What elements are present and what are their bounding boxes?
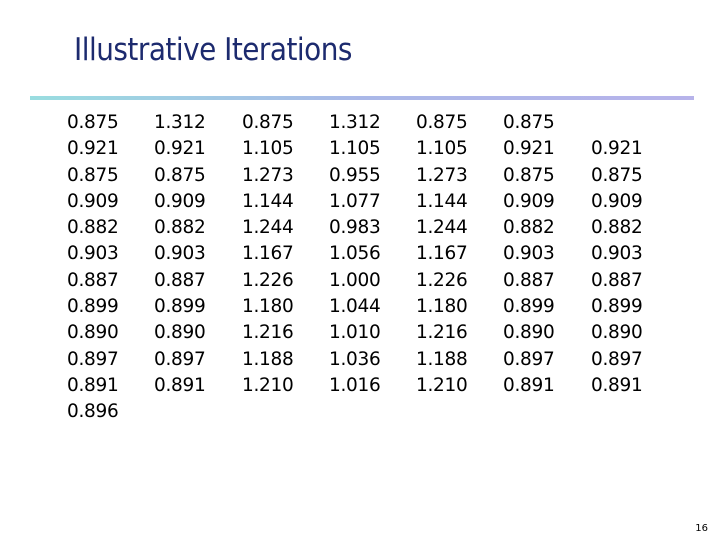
page-number: 16 xyxy=(695,523,708,534)
column: 1.312 0.921 0.875 0.909 0.882 0.903 0.887 0.899… xyxy=(154,110,234,399)
cell: 0.903 xyxy=(67,243,119,265)
cell: 1.226 xyxy=(242,269,294,291)
cell: 0.890 xyxy=(503,322,555,344)
cell: 0.909 xyxy=(591,190,643,212)
cell: 0.899 xyxy=(154,296,206,318)
cell: 0.887 xyxy=(67,269,119,291)
cell: 0.909 xyxy=(154,190,206,212)
cell: 0.897 xyxy=(503,348,555,370)
cell: 0.983 xyxy=(329,217,381,239)
cell: 0.875 xyxy=(503,112,555,133)
cell: 0.896 xyxy=(67,401,119,423)
cell: 1.105 xyxy=(242,138,294,160)
cell: 1.144 xyxy=(242,190,294,212)
cell: 1.216 xyxy=(242,322,294,344)
cell: 1.167 xyxy=(242,243,294,265)
cell: 1.188 xyxy=(416,348,468,370)
cell: 1.105 xyxy=(329,138,381,160)
cell: 0.875 xyxy=(503,164,555,186)
cell: 1.226 xyxy=(416,269,468,291)
cell: 0.909 xyxy=(67,190,119,212)
cell: 0.891 xyxy=(591,374,643,396)
column: 0.875 0.921 0.875 0.909 0.882 0.903 0.887 0.899… xyxy=(503,110,583,399)
cell: 0.899 xyxy=(67,296,119,318)
cell: 0.955 xyxy=(329,164,381,186)
cell: 0.882 xyxy=(67,217,119,239)
cell: 0.891 xyxy=(154,374,206,396)
cell: 1.105 xyxy=(416,138,468,160)
title-rule xyxy=(30,96,694,100)
cell: 0.897 xyxy=(154,348,206,370)
column: 1.312 1.105 0.955 1.077 0.983 1.056 1.000 1.044… xyxy=(329,110,409,399)
cell: 0.899 xyxy=(503,296,555,318)
cell: 1.180 xyxy=(242,296,294,318)
cell: 0.903 xyxy=(503,243,555,265)
cell: 1.210 xyxy=(242,374,294,396)
cell: 1.167 xyxy=(416,243,468,265)
cell: 1.036 xyxy=(329,348,381,370)
cell: 0.875 xyxy=(67,112,119,133)
cell: 1.077 xyxy=(329,190,381,212)
cell: 1.000 xyxy=(329,269,381,291)
column: 0.875 1.105 1.273 1.144 1.244 1.167 1.226 1.180… xyxy=(242,110,322,399)
cell: 0.899 xyxy=(591,296,643,318)
cell: 0.882 xyxy=(503,217,555,239)
iteration-columns: 0.875 0.921 0.875 0.909 0.882 0.903 0.887 0.899… xyxy=(0,110,720,430)
cell: 0.887 xyxy=(154,269,206,291)
cell: 1.144 xyxy=(416,190,468,212)
cell: 0.909 xyxy=(503,190,555,212)
column: 0.921 0.875 0.909 0.882 0.903 0.887 0.899 0.890… xyxy=(591,136,671,399)
cell: 1.010 xyxy=(329,322,381,344)
cell: 0.903 xyxy=(591,243,643,265)
column: 0.875 1.105 1.273 1.144 1.244 1.167 1.226 1.180… xyxy=(416,110,496,399)
cell: 0.921 xyxy=(591,138,643,160)
cell: 0.890 xyxy=(67,322,119,344)
cell: 0.890 xyxy=(154,322,206,344)
cell: 0.875 xyxy=(591,164,643,186)
cell: 1.180 xyxy=(416,296,468,318)
cell: 0.875 xyxy=(67,164,119,186)
cell: 0.903 xyxy=(154,243,206,265)
cell: 0.921 xyxy=(67,138,119,160)
cell: 0.875 xyxy=(416,112,468,133)
cell: 1.273 xyxy=(242,164,294,186)
cell: 1.273 xyxy=(416,164,468,186)
cell: 0.891 xyxy=(503,374,555,396)
column: 0.875 0.921 0.875 0.909 0.882 0.903 0.887 0.899… xyxy=(67,110,147,426)
cell: 0.875 xyxy=(242,112,294,133)
cell: 1.056 xyxy=(329,243,381,265)
cell: 0.882 xyxy=(154,217,206,239)
cell: 1.312 xyxy=(329,112,381,133)
cell: 0.887 xyxy=(503,269,555,291)
cell: 0.887 xyxy=(591,269,643,291)
cell: 1.244 xyxy=(416,217,468,239)
cell: 1.016 xyxy=(329,374,381,396)
cell: 0.897 xyxy=(591,348,643,370)
cell: 0.875 xyxy=(154,164,206,186)
cell: 1.044 xyxy=(329,296,381,318)
cell: 0.891 xyxy=(67,374,119,396)
cell: 1.210 xyxy=(416,374,468,396)
slide-title: Illustrative Iterations xyxy=(74,32,352,68)
cell: 1.188 xyxy=(242,348,294,370)
cell: 0.897 xyxy=(67,348,119,370)
cell: 0.921 xyxy=(503,138,555,160)
cell: 1.216 xyxy=(416,322,468,344)
cell: 1.244 xyxy=(242,217,294,239)
cell: 0.882 xyxy=(591,217,643,239)
cell: 1.312 xyxy=(154,112,206,133)
cell: 0.921 xyxy=(154,138,206,160)
cell: 0.890 xyxy=(591,322,643,344)
